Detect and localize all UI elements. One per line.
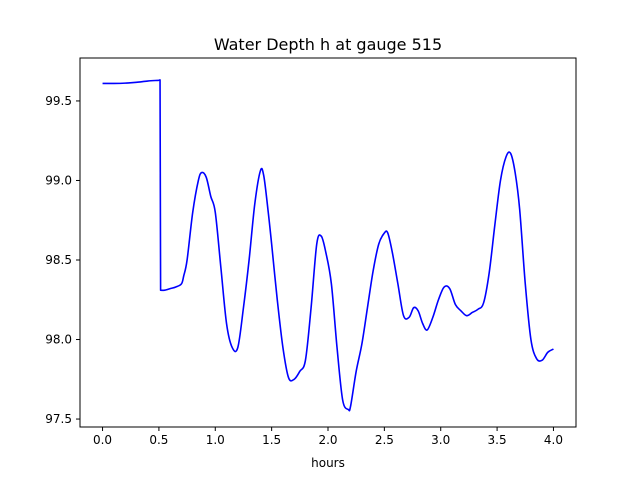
chart-title: Water Depth h at gauge 515: [214, 35, 442, 54]
x-tick-label: 4.0: [544, 433, 563, 447]
x-axis: 0.0 0.5 1.0 1.5 2.0 2.5 3.0 3.5 4.0: [93, 427, 563, 447]
x-tick-label: 0.5: [149, 433, 168, 447]
y-axis: 97.5 98.0 98.5 99.0 99.5: [45, 94, 80, 426]
plot-area: [102, 79, 554, 412]
x-tick-label: 1.0: [206, 433, 225, 447]
series-line: [102, 79, 554, 412]
x-tick-label: 3.5: [488, 433, 507, 447]
y-tick-label: 99.0: [45, 173, 72, 187]
x-tick-label: 0.0: [93, 433, 112, 447]
x-tick-label: 2.5: [375, 433, 394, 447]
x-tick-label: 1.5: [262, 433, 281, 447]
y-tick-label: 98.5: [45, 253, 72, 267]
y-tick-label: 99.5: [45, 94, 72, 108]
x-tick-label: 3.0: [431, 433, 450, 447]
x-tick-label: 2.0: [318, 433, 337, 447]
y-tick-label: 97.5: [45, 412, 72, 426]
x-axis-label: hours: [311, 456, 345, 470]
y-tick-label: 98.0: [45, 333, 72, 347]
axes-frame: [79, 57, 577, 428]
